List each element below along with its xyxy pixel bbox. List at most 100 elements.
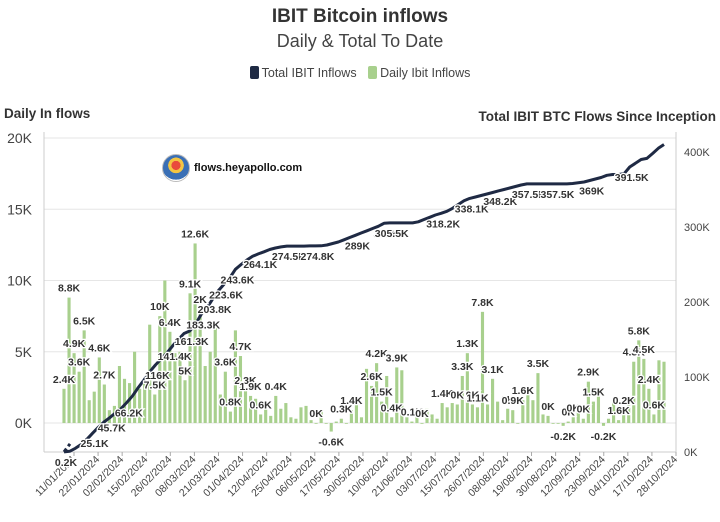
daily-bar [279, 408, 283, 423]
daily-data-label: 1.1K [466, 392, 489, 404]
daily-bar [102, 384, 106, 423]
daily-data-label: 0K [451, 389, 465, 401]
total-data-label: 0.2K [55, 457, 78, 469]
daily-bar [521, 400, 525, 423]
daily-bar [259, 414, 263, 423]
daily-bar [480, 311, 485, 423]
daily-bar [546, 415, 550, 423]
total-data-label: 141.4K [158, 351, 192, 363]
daily-bar [97, 357, 101, 423]
daily-bar [531, 400, 535, 423]
daily-data-label: 0.3K [330, 404, 353, 416]
daily-bar [410, 421, 414, 423]
left-tick-label: 5K [15, 344, 33, 360]
total-data-label: 25.1K [81, 438, 109, 450]
daily-bar [339, 418, 343, 423]
total-data-label: 391.5K [615, 172, 649, 184]
right-tick-label: 400K [684, 147, 710, 159]
daily-bar [617, 420, 621, 423]
daily-bar [420, 423, 424, 424]
daily-bar [354, 403, 358, 423]
daily-bar [173, 353, 177, 423]
legend-label-daily: Daily Ibit Inflows [380, 66, 471, 80]
daily-bar [647, 388, 651, 423]
daily-data-label: 2.4K [638, 374, 661, 386]
daily-bar [193, 243, 197, 423]
daily-data-label: 5K [178, 365, 192, 377]
total-line-start [62, 442, 72, 453]
daily-data-label: 2.3K [234, 375, 257, 387]
daily-bar [329, 423, 333, 432]
legend: Total IBIT Inflows Daily Ibit Inflows [0, 66, 720, 80]
daily-bar [370, 385, 374, 423]
daily-data-label: -0.2K [591, 431, 617, 443]
daily-bar [596, 391, 601, 423]
total-data-label: 369K [579, 186, 605, 198]
daily-data-label: 2.6K [360, 371, 383, 383]
daily-data-label: 3.6K [68, 357, 91, 369]
daily-bar [208, 351, 212, 423]
daily-data-label: 1.3K [456, 338, 479, 350]
daily-bar [243, 390, 248, 423]
daily-bar [233, 330, 237, 423]
right-tick-label: 0K [684, 447, 698, 459]
daily-bar [627, 404, 631, 423]
daily-bar [183, 380, 187, 423]
daily-data-label: -0.2K [550, 431, 576, 443]
daily-data-label: 0K [501, 394, 515, 406]
daily-bar [506, 408, 510, 423]
daily-data-label: 0.9K [502, 395, 525, 407]
daily-bar [470, 404, 474, 423]
daily-data-label: 0K [415, 408, 429, 420]
legend-item-total[interactable]: Total IBIT Inflows [249, 66, 357, 80]
daily-bar [642, 358, 646, 423]
daily-bar [511, 410, 515, 423]
daily-bar [359, 417, 364, 423]
daily-data-label: 1.6K [608, 405, 631, 417]
legend-swatch-daily [368, 66, 378, 79]
total-data-label: 289K [345, 240, 371, 252]
daily-bar [591, 401, 595, 423]
daily-bar [395, 367, 399, 423]
legend-item-daily[interactable]: Daily Ibit Inflows [368, 66, 470, 80]
daily-bar [309, 420, 313, 423]
daily-data-label: 2.4K [53, 374, 76, 386]
total-data-label: 45.7K [98, 423, 126, 435]
daily-data-label: 8.8K [58, 283, 81, 295]
daily-bar [299, 407, 303, 423]
daily-bar [581, 418, 585, 423]
daily-bar [289, 417, 293, 423]
daily-bar [375, 363, 379, 423]
right-tick-label: 100K [684, 372, 710, 384]
daily-bar [526, 388, 530, 423]
daily-bar [117, 366, 122, 423]
daily-bar [601, 423, 606, 426]
daily-bar [571, 417, 575, 423]
total-data-label: 357.5K [540, 189, 574, 201]
legend-label-total: Total IBIT Inflows [261, 66, 357, 80]
daily-bar [77, 371, 81, 423]
apollo-logo-icon [162, 154, 190, 182]
left-tick-label: 20K [7, 130, 33, 146]
right-tick-label: 300K [684, 222, 710, 234]
daily-bar [622, 410, 626, 423]
daily-data-label: 3.5K [527, 358, 550, 370]
daily-bar [143, 380, 147, 423]
daily-data-label: 3.9K [386, 352, 409, 364]
daily-bar [324, 423, 328, 424]
daily-bar [445, 407, 449, 423]
daily-data-label: 0.6K [643, 399, 666, 411]
daily-bar [415, 415, 419, 423]
daily-bar [248, 395, 253, 423]
total-line [63, 143, 665, 454]
daily-bar [304, 405, 308, 423]
daily-bar [213, 323, 217, 423]
daily-bar [133, 351, 137, 423]
daily-data-label: 4.7K [229, 341, 252, 353]
daily-bar [264, 408, 268, 423]
daily-data-label: 0.6K [250, 399, 273, 411]
total-data-label: 357.5K [512, 189, 546, 201]
daily-bar [496, 401, 500, 423]
daily-bar [556, 423, 560, 424]
daily-bar [612, 400, 616, 423]
